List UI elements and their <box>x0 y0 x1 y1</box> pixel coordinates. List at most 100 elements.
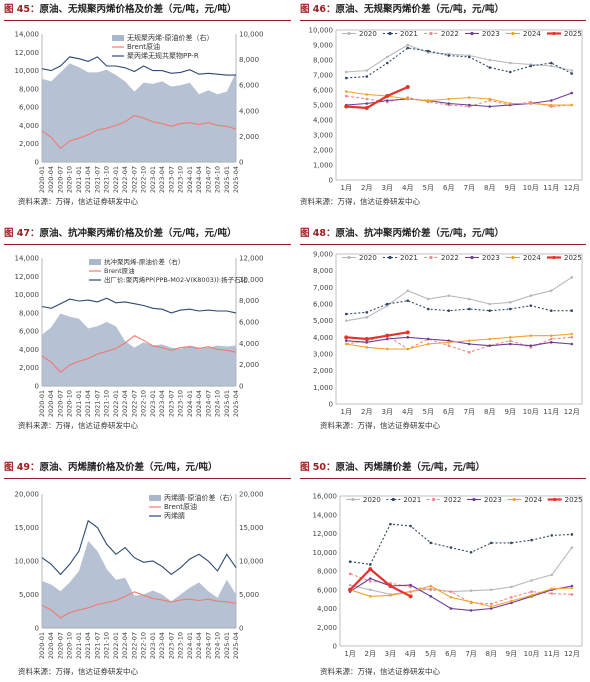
x-tick-label: 2024-04 <box>195 166 203 193</box>
x-tick-label: 7月 <box>464 184 475 192</box>
x-tick-label: 2023-07 <box>167 166 175 193</box>
legend-label: 2024 <box>524 496 542 504</box>
legend-marker <box>553 497 557 502</box>
x-tick-label: 5月 <box>425 650 436 658</box>
x-tick-label: 4月 <box>405 650 416 658</box>
x-tick-label: 2022-01 <box>112 166 120 193</box>
x-tick-label: 2021-10 <box>103 390 111 417</box>
data-point <box>449 590 453 593</box>
y2-tick-label: 8,000 <box>239 297 259 305</box>
y-tick-label: 0 <box>35 625 39 633</box>
x-tick-label: 7月 <box>464 408 475 416</box>
x-tick-label: 2023-01 <box>149 632 157 659</box>
x-tick-label: 2月 <box>365 650 376 658</box>
chart-46: 0 1,000 2,000 3,000 4,000 5,000 6,000 7,000 8,00… <box>309 27 583 192</box>
data-point <box>508 342 512 346</box>
series-line <box>349 577 573 611</box>
y2-tick-label: 20,000 <box>239 491 264 499</box>
y2-tick-label: 6,000 <box>239 319 259 327</box>
x-tick-label: 2024-10 <box>214 166 222 193</box>
y2-tick-label: 15,000 <box>239 524 264 532</box>
y-tick-label: 6,000 <box>317 586 337 594</box>
x-tick-label: 2021-07 <box>93 166 101 193</box>
chart-title: 图 49：原油、丙烯腈价格及价差（元/吨，元/吨） <box>4 460 291 479</box>
data-point <box>508 336 512 339</box>
x-tick-label: 2021-04 <box>84 632 92 659</box>
data-point <box>510 599 513 603</box>
x-tick-label: 2022-04 <box>121 632 129 659</box>
series-line <box>346 335 572 353</box>
y-tick-label: 4,000 <box>317 605 337 613</box>
data-point <box>550 592 554 595</box>
data-point <box>570 584 574 588</box>
legend-swatch <box>149 495 161 501</box>
x-tick-label: 12月 <box>564 184 580 192</box>
legend-marker <box>552 31 556 36</box>
data-point <box>529 102 533 105</box>
y-tick-label: 0 <box>35 159 39 167</box>
data-point <box>530 538 533 542</box>
x-tick-label: 2024-07 <box>204 390 212 417</box>
source-note: 资料来源：万得，信达证券研发中心 <box>320 421 440 430</box>
legend-label: 2024 <box>523 30 541 38</box>
y-tick-label: 9,000 <box>313 42 333 50</box>
data-point <box>467 103 471 107</box>
y-tick-label: 4,000 <box>19 122 39 130</box>
x-tick-label: 2022-10 <box>140 166 148 193</box>
x-tick-label: 1月 <box>341 408 352 416</box>
x-tick-label: 2025-04 <box>232 632 240 659</box>
y-tick-label: 16,000 <box>313 493 338 501</box>
x-tick-label: 2023-07 <box>167 390 175 417</box>
series-line <box>41 591 237 619</box>
series-line <box>349 547 573 595</box>
legend-marker <box>511 255 515 260</box>
data-point <box>429 584 433 588</box>
data-point <box>508 339 512 342</box>
y-tick-label: 7,000 <box>313 72 333 80</box>
x-tick-label: 6月 <box>445 650 456 658</box>
data-point <box>449 607 453 610</box>
y-tick-label: 5,000 <box>19 591 39 599</box>
data-point <box>467 307 471 311</box>
x-tick-label: 9月 <box>505 184 516 192</box>
data-point <box>385 94 390 98</box>
data-point <box>365 316 369 319</box>
data-point <box>447 294 451 297</box>
data-point <box>489 588 493 592</box>
chart-title: 图 46：原油、无规聚丙烯价差（元/吨，元/吨） <box>300 2 586 21</box>
y-tick-label: 20,000 <box>15 491 40 499</box>
y2-tick-label: 4,000 <box>239 107 259 115</box>
x-tick-label: 5月 <box>423 184 434 192</box>
data-point <box>385 61 389 65</box>
series-line <box>346 47 573 79</box>
data-point <box>529 304 533 307</box>
x-tick-label: 2020-01 <box>38 632 46 659</box>
x-tick-label: 2020-04 <box>47 632 55 659</box>
data-point <box>385 347 389 351</box>
y-tick-label: 2,000 <box>19 364 39 372</box>
data-point <box>344 339 348 342</box>
series-line <box>41 114 237 150</box>
x-tick-label: 2025-04 <box>232 390 240 417</box>
chart-50: 0 2,000 4,000 6,000 8,000 10,000 12,000 14,000 1… <box>313 493 583 659</box>
data-point <box>405 85 410 89</box>
y-tick-label: 10,000 <box>15 558 40 566</box>
data-point <box>549 337 553 341</box>
x-tick-label: 2024-10 <box>214 390 222 417</box>
y2-tick-label: 6,000 <box>239 82 259 90</box>
x-tick-label: 1月 <box>341 184 352 192</box>
legend-marker <box>552 255 556 260</box>
data-point <box>467 342 471 346</box>
x-tick-label: 2021-04 <box>84 166 92 193</box>
data-point <box>406 46 410 50</box>
y2-tick-label: 12,000 <box>239 255 264 263</box>
series-line <box>349 567 412 598</box>
series-line <box>346 44 572 73</box>
data-point <box>510 585 513 589</box>
x-tick-label: 2020-04 <box>47 390 55 417</box>
y-tick-label: 8,000 <box>19 85 39 93</box>
series-line <box>346 333 572 350</box>
series-area <box>42 63 236 162</box>
x-tick-label: 3月 <box>385 650 396 658</box>
series-line <box>346 336 572 347</box>
